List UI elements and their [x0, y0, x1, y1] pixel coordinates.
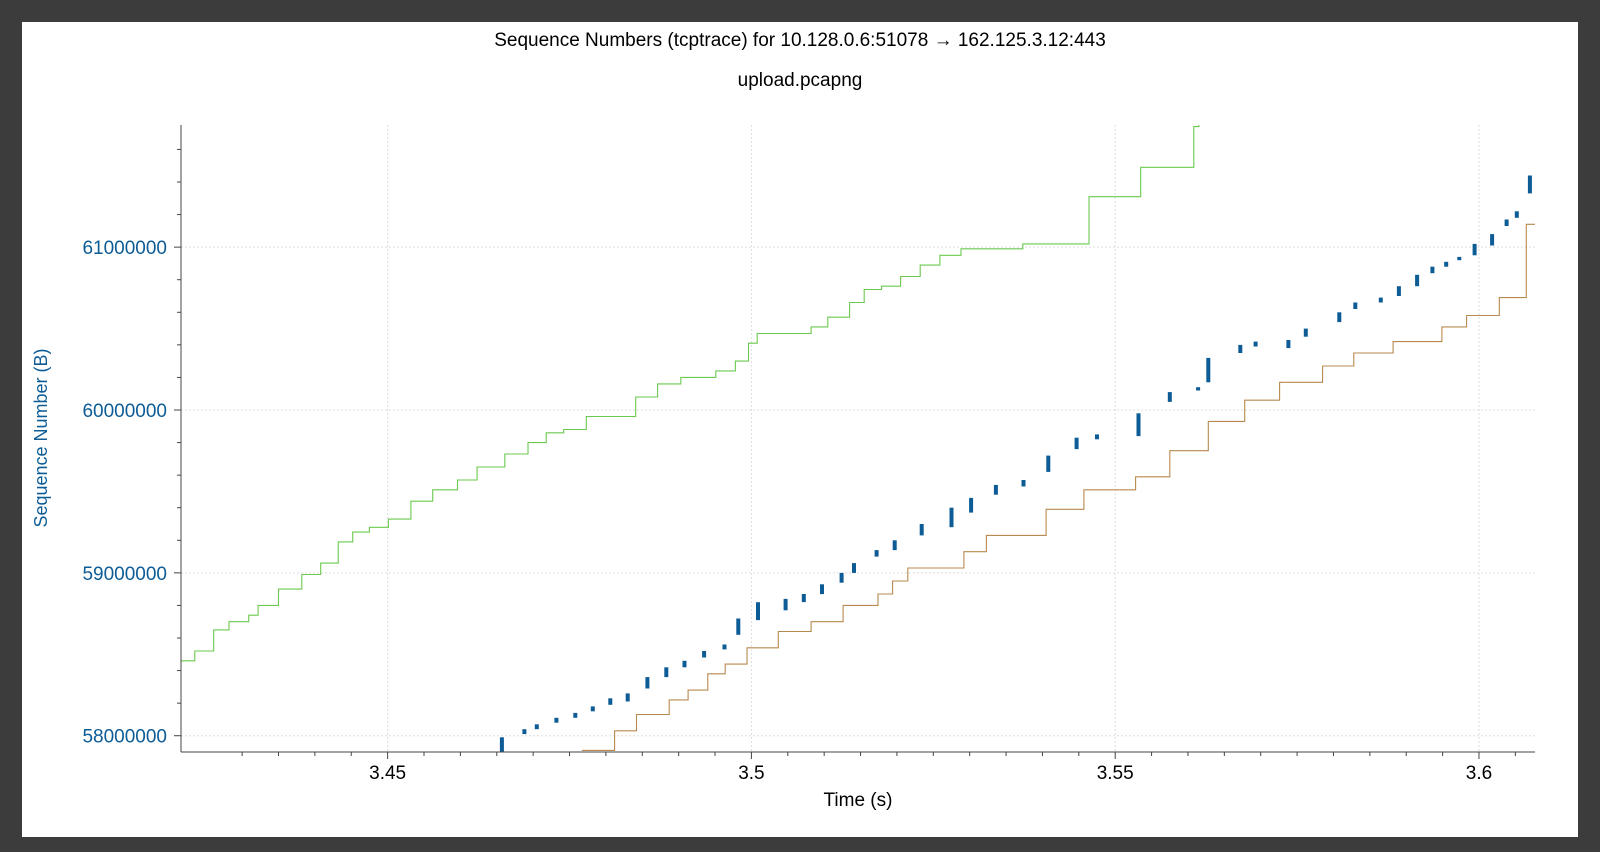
y-tick-label: 60000000	[82, 401, 167, 422]
segment-bar	[1046, 455, 1051, 472]
segment-bar	[969, 497, 974, 513]
segment-bar	[820, 584, 824, 595]
segment-bar	[1303, 328, 1308, 337]
segment-bar	[1337, 312, 1342, 323]
segment-bar	[522, 729, 527, 735]
segment-bar	[722, 644, 727, 650]
segment-bar	[1504, 219, 1509, 226]
segment-bar	[1457, 256, 1462, 261]
segment-bar	[1021, 480, 1026, 487]
segment-bar	[590, 706, 595, 712]
segment-bar	[1196, 387, 1201, 391]
segment-bar	[1136, 413, 1141, 437]
x-tick-label: 3.55	[1097, 763, 1134, 784]
segment-bar	[1514, 211, 1519, 218]
step-series-2	[581, 223, 1535, 751]
segment-bar	[993, 484, 998, 495]
segment-bar	[783, 598, 788, 611]
segment-bar	[919, 524, 924, 536]
segment-bar	[499, 737, 504, 752]
segment-bar	[1415, 274, 1420, 287]
segment-bar	[1253, 341, 1258, 347]
segment-bar	[1430, 266, 1435, 274]
axes-layer	[174, 125, 1535, 759]
segment-bar	[1074, 437, 1079, 450]
x-tick-label: 3.45	[369, 763, 406, 784]
segment-bar	[664, 667, 669, 678]
y-tick-label: 59000000	[82, 564, 167, 585]
segment-bar	[682, 660, 687, 668]
segment-bar	[645, 677, 650, 689]
segment-bar	[1444, 261, 1449, 267]
segment-bar	[573, 712, 578, 718]
segment-bar	[1167, 392, 1172, 402]
segment-bar	[1206, 357, 1211, 383]
segment-bar	[1286, 340, 1291, 349]
segment-bar	[1353, 302, 1358, 309]
segment-bar	[1095, 434, 1099, 440]
segment-bar	[1527, 175, 1532, 194]
segment-bar	[1396, 286, 1401, 296]
segment-bar	[554, 717, 559, 723]
segments-layer	[499, 175, 1532, 752]
y-tick-label: 61000000	[82, 238, 167, 259]
segment-bar	[702, 651, 707, 658]
chart-subtitle: upload.pcapng	[737, 70, 863, 91]
segment-bar	[1378, 297, 1383, 303]
segment-bar	[1490, 234, 1495, 246]
plot-area: 3.45 3.5 3.55 3.6 58000000 59000000 60000000 61…	[31, 125, 1535, 811]
segment-bar	[892, 540, 897, 551]
segment-bar	[874, 550, 879, 557]
segment-bar	[949, 507, 954, 528]
x-tick-label: 3.5	[738, 763, 764, 784]
segment-bar	[736, 618, 741, 635]
labels-layer: 3.45 3.5 3.55 3.6 58000000 59000000 60000000 61…	[31, 238, 1492, 811]
segment-bar	[534, 724, 539, 730]
step-series-1	[181, 125, 1200, 662]
x-tick-label: 3.6	[1466, 763, 1492, 784]
y-axis-label: Sequence Number (B)	[31, 348, 51, 527]
segment-bar	[756, 602, 760, 621]
grid-layer	[181, 125, 1535, 752]
segment-bar	[608, 698, 613, 705]
segment-bar	[1472, 243, 1477, 256]
x-axis-label: Time (s)	[824, 790, 893, 811]
segment-bar	[625, 693, 630, 702]
chart-title: Sequence Numbers (tcptrace) for 10.128.0…	[494, 30, 1106, 51]
y-tick-label: 58000000	[82, 727, 167, 748]
series-layer	[181, 125, 1535, 751]
segment-bar	[839, 572, 844, 583]
segment-bar	[801, 594, 806, 603]
segment-bar	[1238, 344, 1243, 353]
segment-bar	[852, 563, 856, 573]
chart-panel: Sequence Numbers (tcptrace) for 10.128.0…	[22, 22, 1578, 837]
